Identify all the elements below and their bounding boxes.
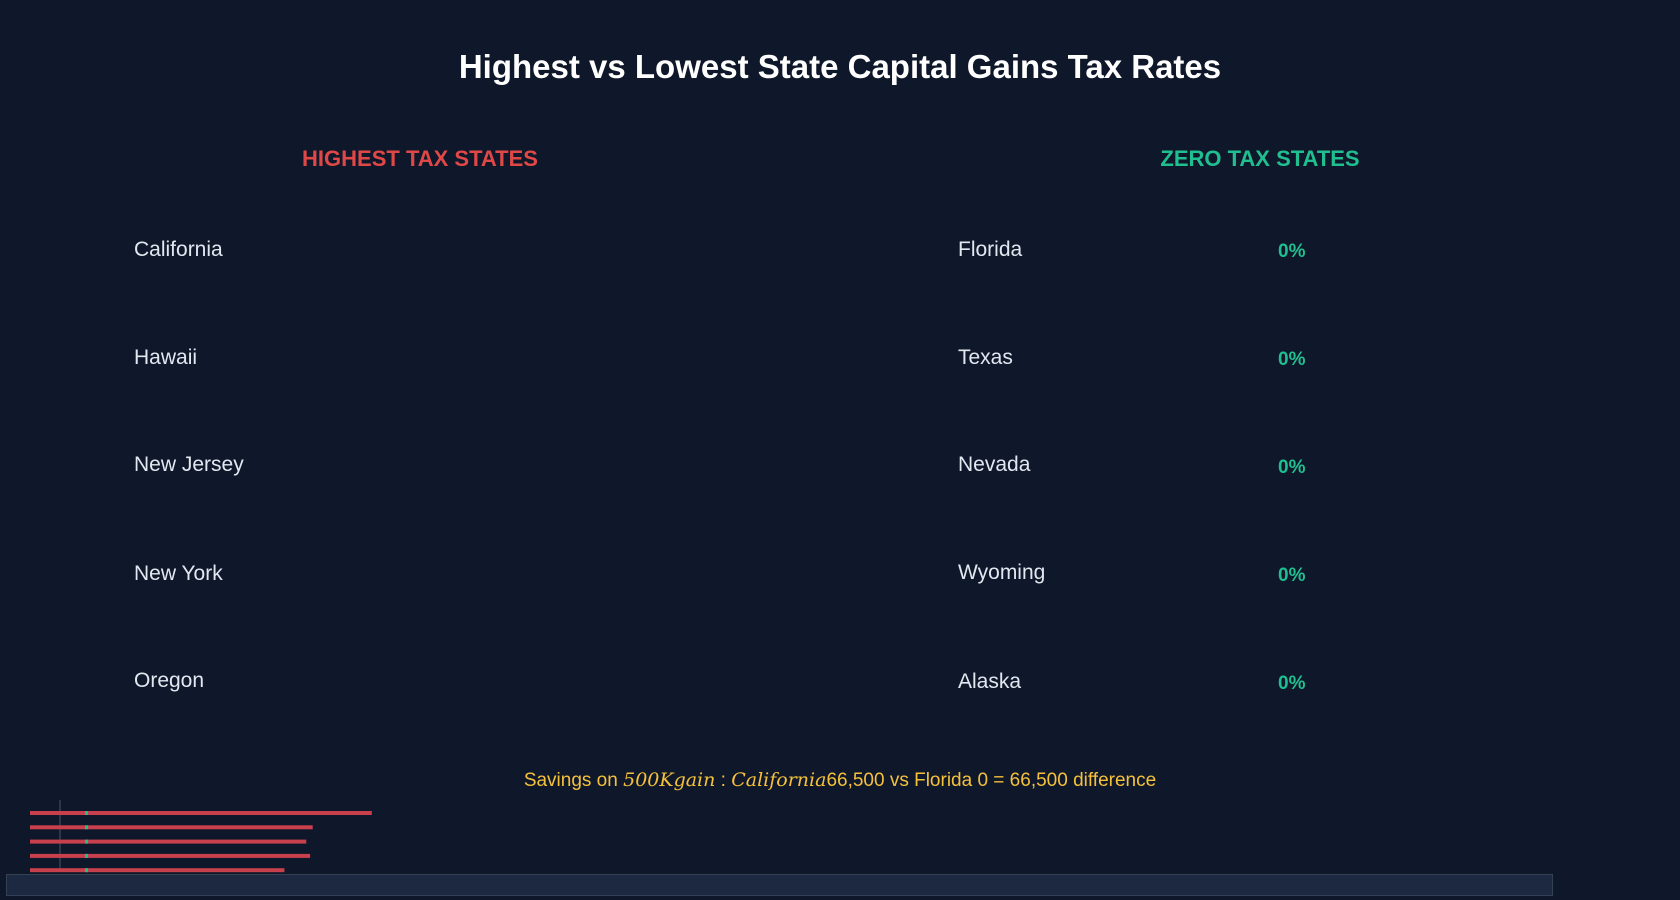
- zero-rate-value: 0%: [1278, 565, 1306, 586]
- mini-chart-zero-marker: [85, 825, 88, 830]
- high-state-name: Oregon: [134, 669, 205, 692]
- mini-chart-bar: [30, 868, 285, 873]
- savings-separator: :: [715, 770, 732, 791]
- zero-rate-value: 0%: [1278, 673, 1306, 694]
- mini-chart-zero-marker: [85, 839, 88, 844]
- mini-chart-zero-marker: [85, 868, 88, 873]
- highest-tax-header: HIGHEST TAX STATES: [302, 146, 538, 171]
- zero-tax-header: ZERO TAX STATES: [1160, 146, 1360, 171]
- mini-chart-bar: [30, 853, 311, 858]
- chart-title: Highest vs Lowest State Capital Gains Ta…: [458, 48, 1222, 85]
- mini-chart-zero-marker: [85, 853, 88, 858]
- zero-state-name: Nevada: [958, 453, 1031, 476]
- savings-math-gain: 500Kgain: [623, 769, 716, 791]
- horizontal-scrollbar[interactable]: [6, 874, 1553, 896]
- zero-state-name: Florida: [958, 238, 1023, 261]
- zero-state-name: Wyoming: [958, 561, 1046, 584]
- savings-suffix: 66,500 vs Florida 0 = 66,500 difference: [826, 770, 1157, 791]
- savings-math-state: California: [731, 769, 827, 791]
- high-state-name: California: [134, 238, 223, 261]
- zero-rate-value: 0%: [1278, 349, 1306, 370]
- zero-rate-value: 0%: [1278, 241, 1306, 262]
- mini-chart-bar: [30, 839, 307, 844]
- savings-prefix: Savings on: [523, 770, 624, 791]
- zero-state-name: Texas: [958, 346, 1013, 369]
- high-state-name: New Jersey: [134, 453, 244, 476]
- mini-chart-zero-marker: [85, 811, 88, 815]
- mini-chart-bar: [30, 811, 372, 815]
- zero-rate-value: 0%: [1278, 457, 1306, 478]
- high-state-name: Hawaii: [134, 346, 198, 369]
- mini-bar-chart: [30, 800, 372, 873]
- high-state-name: New York: [134, 562, 223, 585]
- zero-state-name: Alaska: [958, 670, 1022, 693]
- savings-note: Savings on 500Kgain : California66,500 v…: [0, 769, 1680, 792]
- mini-chart-bar: [30, 825, 313, 830]
